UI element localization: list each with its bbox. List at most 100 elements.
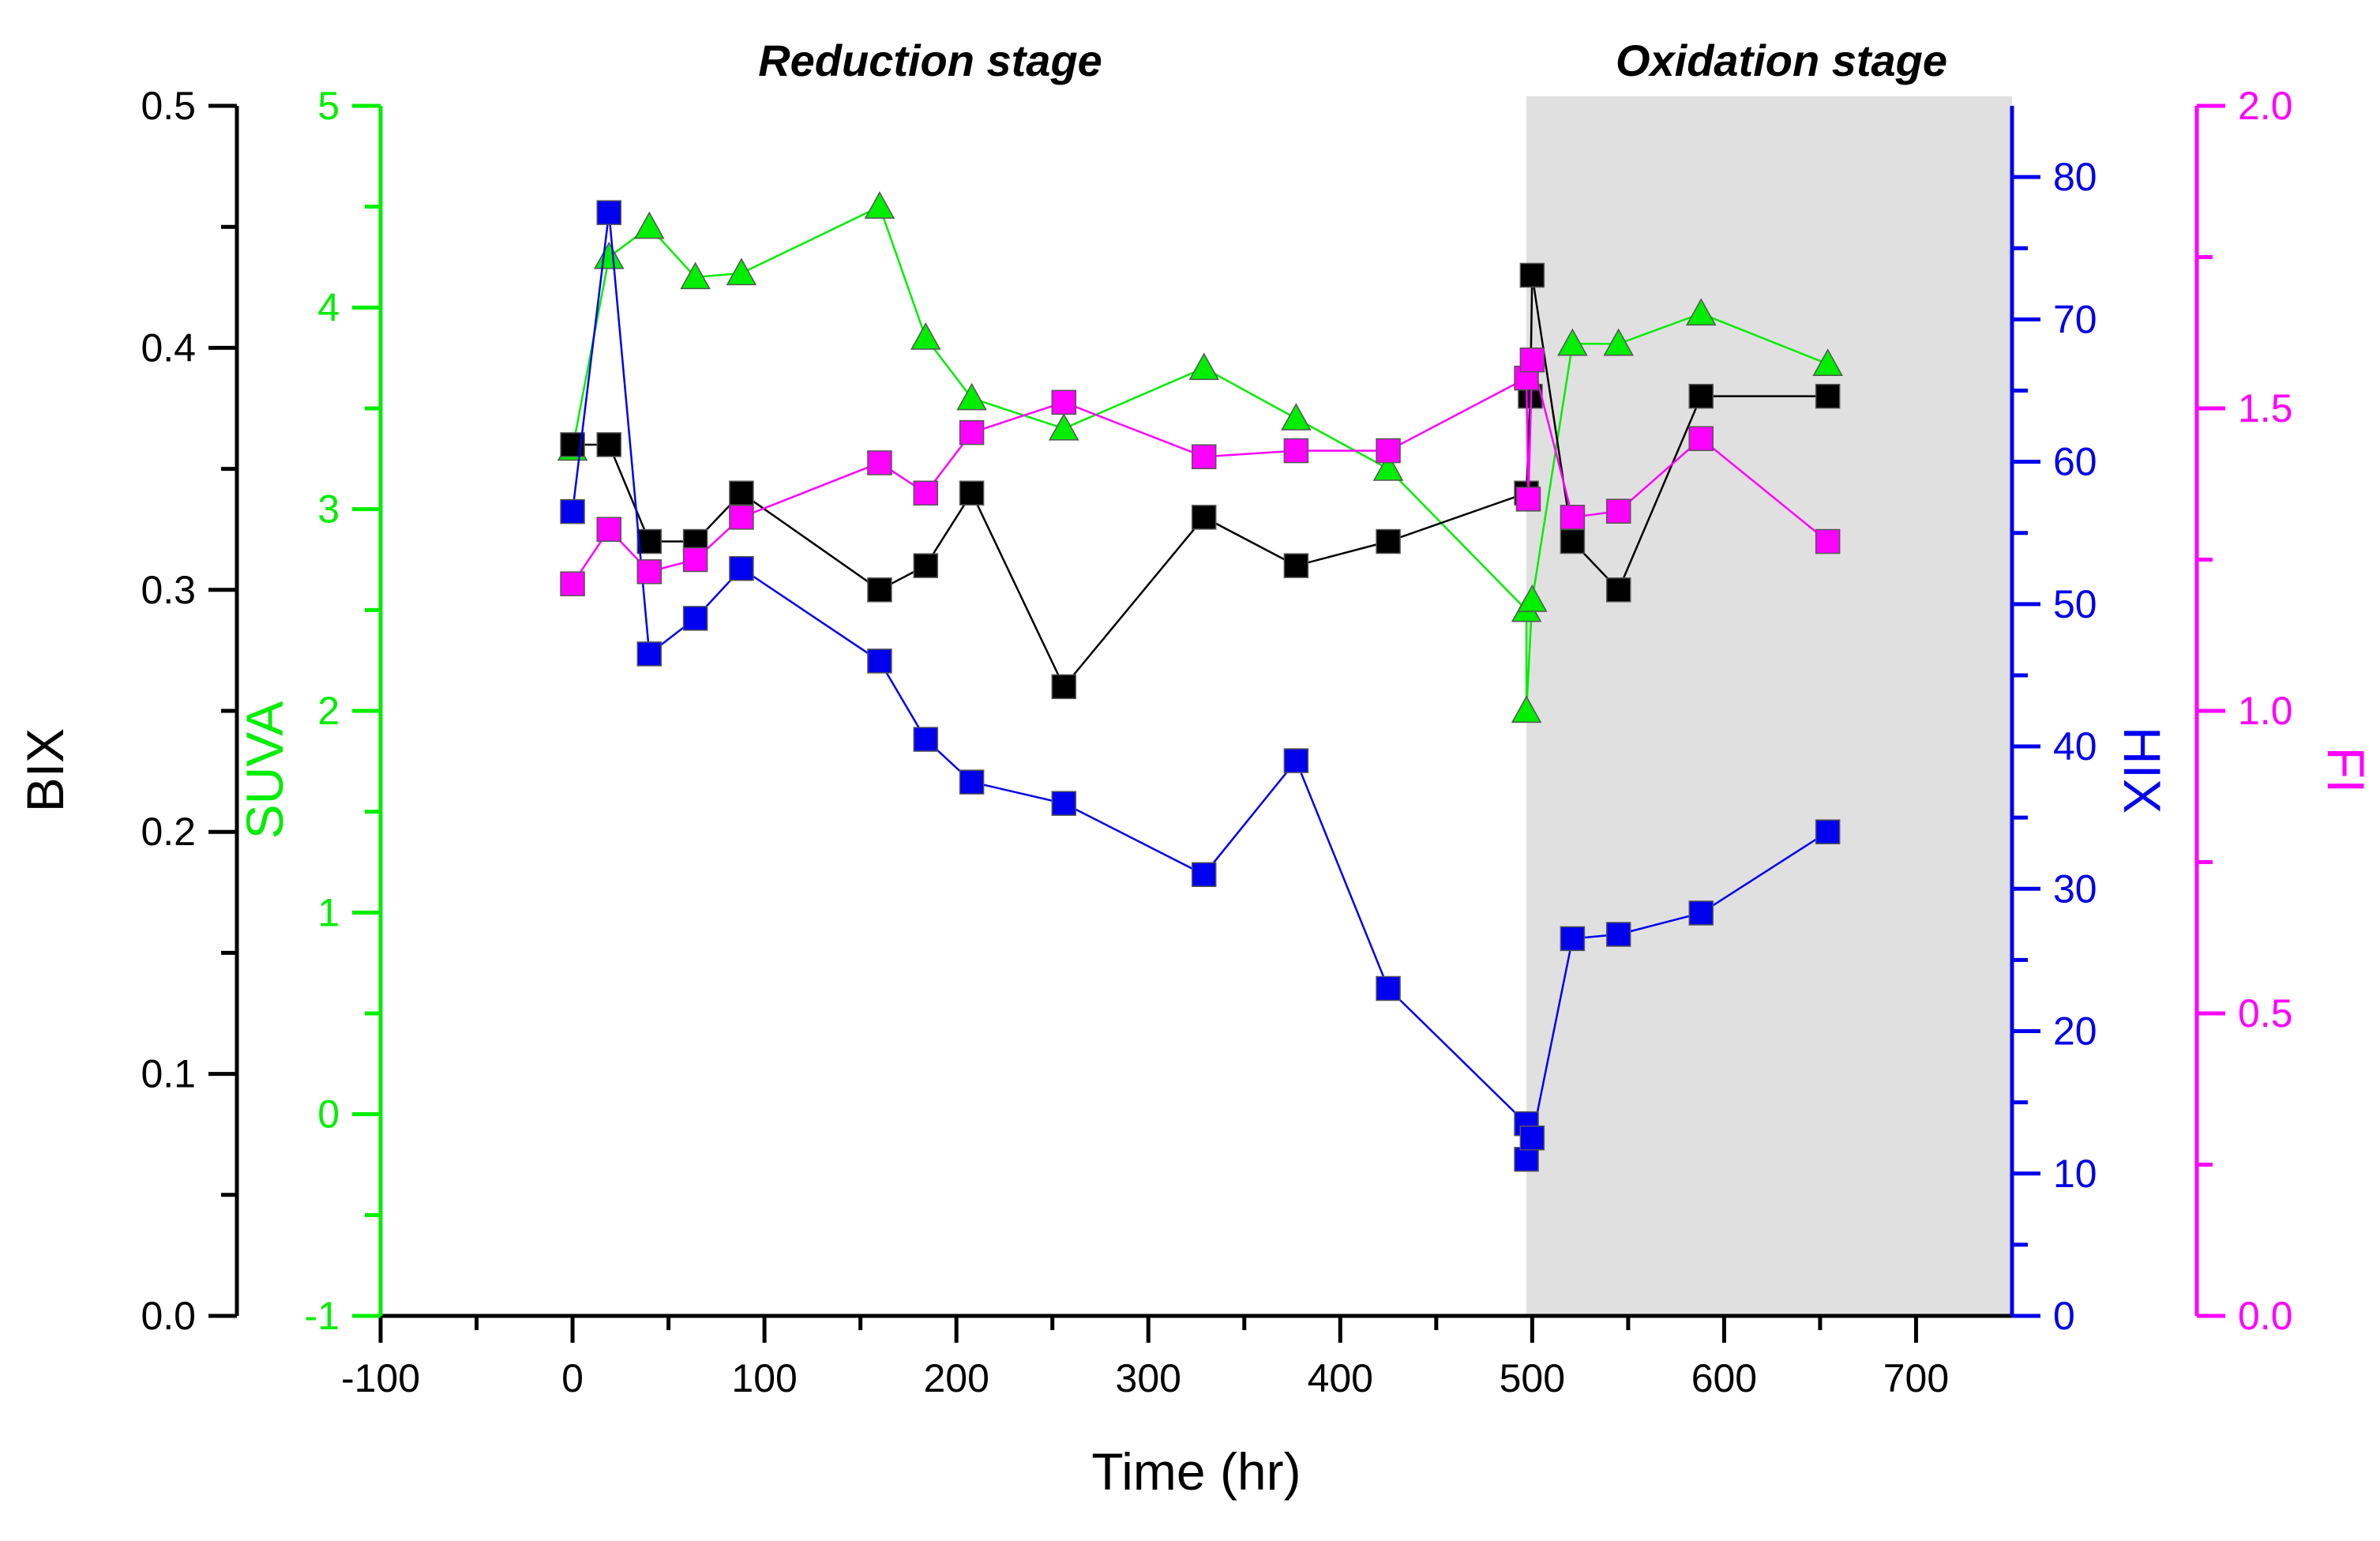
suva-point bbox=[1281, 403, 1312, 430]
fi-point bbox=[1560, 505, 1586, 530]
fi-point bbox=[1191, 444, 1217, 470]
hix-point bbox=[1560, 926, 1586, 952]
data-series bbox=[557, 191, 1843, 1172]
hix-axis-title: HIX bbox=[2113, 727, 2172, 814]
hix-tick-label: 30 bbox=[2053, 866, 2097, 911]
x-tick-label: 100 bbox=[731, 1356, 797, 1400]
fi-point bbox=[913, 480, 939, 506]
fi-point bbox=[560, 571, 585, 596]
bix-axis-title: BIX bbox=[16, 728, 74, 812]
bix-tick-label: 0.2 bbox=[141, 810, 196, 854]
suva-point bbox=[634, 211, 665, 239]
suva-tick-label: 3 bbox=[317, 487, 340, 532]
hix-point bbox=[1191, 862, 1217, 888]
bix-point bbox=[1191, 505, 1217, 530]
bix-point bbox=[1283, 553, 1309, 578]
fi-point bbox=[1815, 528, 1841, 554]
hix-point bbox=[1688, 900, 1714, 926]
hix-point bbox=[1815, 819, 1841, 844]
suva-point bbox=[1812, 348, 1843, 376]
fi-point bbox=[1515, 487, 1541, 512]
series-bix bbox=[560, 262, 1841, 700]
suva-point bbox=[1557, 328, 1588, 356]
fi-tick-label: 1.5 bbox=[2238, 386, 2293, 430]
hix-tick-label: 20 bbox=[2053, 1009, 2097, 1054]
x-tick-label: 0 bbox=[561, 1356, 584, 1400]
suva-point bbox=[726, 257, 757, 286]
hix-tick-label: 60 bbox=[2053, 440, 2097, 484]
fi-point bbox=[1519, 347, 1545, 373]
suva-point bbox=[1603, 328, 1635, 356]
bix-tick-label: 0.3 bbox=[141, 568, 196, 612]
hix-point bbox=[1514, 1146, 1539, 1172]
hix-point bbox=[729, 556, 754, 581]
x-tick-label: -100 bbox=[341, 1356, 420, 1400]
fi-point bbox=[729, 505, 754, 530]
suva-point bbox=[1049, 412, 1079, 441]
suva-point bbox=[1511, 695, 1542, 724]
bix-tick-label: 0.0 bbox=[141, 1294, 196, 1338]
fi-axis-title: FI bbox=[2317, 747, 2375, 794]
series-hix bbox=[560, 200, 1841, 1172]
x-axis-title: Time (hr) bbox=[1091, 1442, 1301, 1501]
stage-labels: Reduction stage Oxidation stage bbox=[758, 36, 1947, 85]
bix-point bbox=[1815, 383, 1841, 409]
x-tick-label: 500 bbox=[1500, 1356, 1565, 1400]
hix-tick-label: 0 bbox=[2053, 1294, 2075, 1338]
suva-tick-label: -1 bbox=[305, 1294, 340, 1338]
bix-point bbox=[867, 577, 892, 603]
suva-point bbox=[1372, 453, 1404, 481]
bix-point bbox=[636, 528, 663, 554]
fi-tick-label: 2.0 bbox=[2238, 84, 2293, 128]
x-tick-label: 600 bbox=[1691, 1356, 1757, 1400]
x-tick-label: 200 bbox=[923, 1356, 989, 1400]
fi-point bbox=[682, 547, 708, 573]
suva-point bbox=[1685, 298, 1717, 326]
hix-point bbox=[1376, 975, 1401, 1002]
bix-tick-label: 0.5 bbox=[141, 84, 196, 128]
suva-tick-label: 2 bbox=[317, 689, 340, 733]
x-tick-label: 300 bbox=[1116, 1356, 1181, 1400]
hix-tick-label: 70 bbox=[2053, 297, 2097, 341]
bix-point bbox=[729, 480, 754, 506]
hix-point bbox=[1605, 922, 1631, 947]
fi-point bbox=[867, 450, 892, 475]
bix-point bbox=[1376, 528, 1401, 554]
fi-point bbox=[959, 419, 985, 445]
suva-point bbox=[956, 382, 987, 411]
hix-point bbox=[959, 769, 985, 795]
fi-tick-label: 0.5 bbox=[2238, 991, 2293, 1035]
hix-point bbox=[560, 498, 585, 524]
suva-point bbox=[593, 241, 625, 269]
fi-tick-label: 0.0 bbox=[2238, 1294, 2293, 1338]
hix-point bbox=[913, 727, 939, 752]
stage-label-1: Oxidation stage bbox=[1616, 36, 1947, 85]
x-tick-label: 700 bbox=[1883, 1356, 1949, 1400]
fi-point bbox=[636, 559, 663, 584]
fi-point bbox=[1283, 438, 1309, 464]
bix-point bbox=[1688, 383, 1714, 409]
fi-point bbox=[596, 517, 621, 542]
hix-point bbox=[867, 648, 892, 674]
stage-regions bbox=[1526, 96, 2012, 1316]
hix-tick-label: 80 bbox=[2053, 155, 2097, 199]
hix-point bbox=[682, 606, 708, 631]
fi-point bbox=[1051, 389, 1077, 415]
series-suva bbox=[557, 191, 1843, 724]
suva-point bbox=[864, 191, 895, 219]
fi-point bbox=[1605, 498, 1631, 524]
suva-point bbox=[680, 261, 711, 290]
series-fi bbox=[560, 347, 1841, 596]
bix-point bbox=[913, 553, 939, 578]
hix-tick-label: 10 bbox=[2053, 1152, 2097, 1196]
bix-point bbox=[1051, 674, 1077, 700]
stage-label-0: Reduction stage bbox=[758, 36, 1102, 85]
hix-point bbox=[636, 641, 663, 667]
hix-point bbox=[596, 200, 621, 225]
bix-point bbox=[1519, 262, 1545, 288]
region-shade-1 bbox=[1526, 96, 2012, 1316]
bix-point bbox=[959, 480, 985, 506]
hix-tick-label: 40 bbox=[2053, 724, 2097, 769]
